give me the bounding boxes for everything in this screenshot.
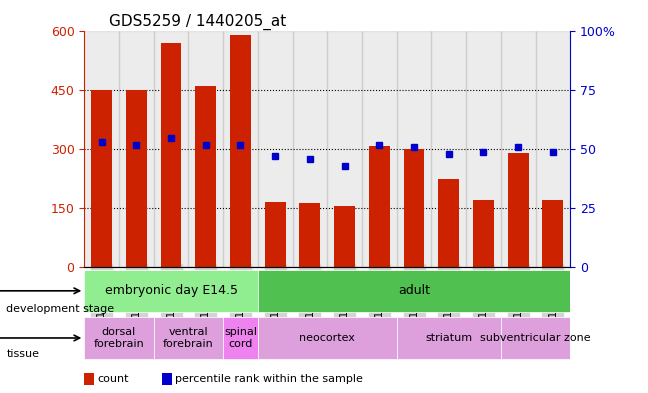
Bar — [542, 200, 563, 267]
Bar — [369, 146, 389, 267]
Bar — [258, 31, 292, 267]
Text: striatum: striatum — [425, 333, 472, 343]
FancyBboxPatch shape — [84, 317, 154, 359]
Text: development stage: development stage — [6, 303, 115, 314]
Text: percentile rank within the sample: percentile rank within the sample — [175, 374, 363, 384]
Bar — [432, 31, 466, 267]
Bar — [438, 179, 459, 267]
Text: adult: adult — [398, 284, 430, 298]
Bar — [327, 31, 362, 267]
Bar — [223, 31, 258, 267]
FancyBboxPatch shape — [397, 317, 501, 359]
Bar — [119, 31, 154, 267]
FancyBboxPatch shape — [154, 317, 223, 359]
Text: ventral
forebrain: ventral forebrain — [163, 327, 214, 349]
Bar — [161, 43, 181, 267]
Text: GDS5259 / 1440205_at: GDS5259 / 1440205_at — [109, 14, 286, 30]
Bar — [473, 200, 494, 267]
Bar — [91, 90, 112, 267]
Bar — [535, 31, 570, 267]
Bar — [126, 90, 146, 267]
Bar — [299, 203, 320, 267]
FancyBboxPatch shape — [223, 317, 258, 359]
Bar — [292, 31, 327, 267]
Bar — [501, 31, 535, 267]
Bar — [230, 35, 251, 267]
Text: neocortex: neocortex — [299, 333, 355, 343]
Bar — [189, 31, 223, 267]
FancyBboxPatch shape — [258, 317, 397, 359]
Bar — [397, 31, 432, 267]
Bar — [154, 31, 189, 267]
FancyBboxPatch shape — [84, 270, 258, 312]
Text: count: count — [97, 374, 129, 384]
Bar — [362, 31, 397, 267]
Text: embryonic day E14.5: embryonic day E14.5 — [104, 284, 238, 298]
FancyBboxPatch shape — [501, 317, 570, 359]
Bar — [84, 31, 119, 267]
Text: spinal
cord: spinal cord — [224, 327, 257, 349]
FancyBboxPatch shape — [258, 270, 570, 312]
Bar — [404, 149, 424, 267]
Bar — [334, 206, 355, 267]
Text: dorsal
forebrain: dorsal forebrain — [93, 327, 145, 349]
Bar — [466, 31, 501, 267]
Bar — [265, 202, 286, 267]
Bar — [195, 86, 216, 267]
Bar — [508, 153, 529, 267]
Text: tissue: tissue — [6, 349, 40, 359]
Text: subventricular zone: subventricular zone — [480, 333, 591, 343]
